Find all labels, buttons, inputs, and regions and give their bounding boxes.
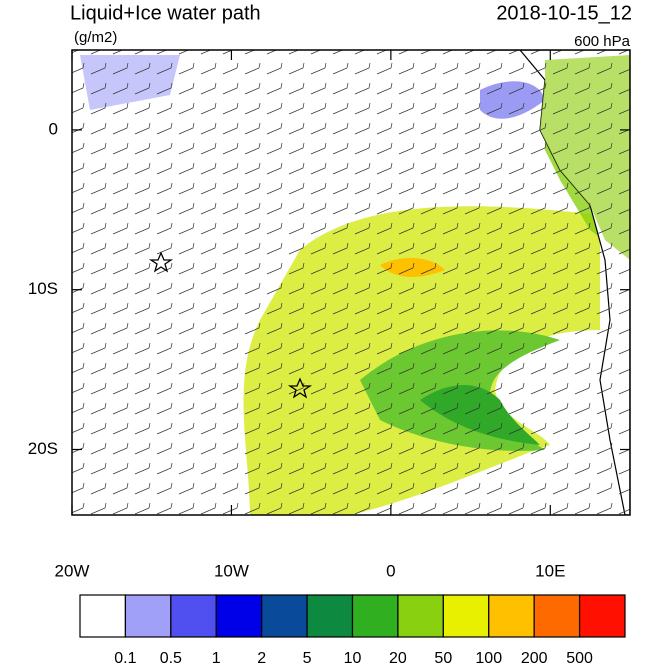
- colorbar-box: [488, 594, 535, 638]
- axes: 20W 10W 0 10E 0 10S 20S: [28, 50, 630, 580]
- colorbar-label: 0.1: [114, 650, 136, 667]
- level: 600 hPa: [574, 33, 631, 50]
- y-tick-label: 10S: [28, 279, 58, 298]
- colorbar-label: 100: [475, 650, 502, 667]
- colorbar-box: [79, 594, 127, 638]
- colorbar-label: 5: [303, 650, 312, 667]
- colorbar: 0.1 0.5 1 2 5 10 20 50 100 200 500: [79, 594, 626, 667]
- colorbar-box: [351, 594, 399, 638]
- colorbar-box: [533, 594, 581, 638]
- colorbar-box: [397, 594, 444, 638]
- colorbar-label: 200: [521, 650, 548, 667]
- y-tick-label: 0: [49, 119, 58, 138]
- colorbar-box: [442, 594, 490, 638]
- plot-frame: [71, 49, 631, 516]
- units: (g/m2): [74, 29, 117, 46]
- colorbar-label: 1: [212, 650, 221, 667]
- colorbar-label: 10: [344, 650, 362, 667]
- colorbar-box: [215, 594, 263, 638]
- colorbar-box: [306, 594, 354, 638]
- x-tick-label: 10W: [214, 561, 249, 580]
- time: 2018-10-15_12: [496, 2, 632, 24]
- x-tick-label: 0: [386, 561, 395, 580]
- colorbar-label: 50: [434, 650, 452, 667]
- colorbar-label: 2: [257, 650, 266, 667]
- colorbar-box: [124, 594, 172, 638]
- colorbar-label: 500: [566, 650, 593, 667]
- colorbar-box: [261, 594, 308, 638]
- map-field: [72, 50, 630, 515]
- colorbar-box: [170, 594, 217, 638]
- colorbar-label: 0.5: [160, 650, 182, 667]
- x-tick-label: 20W: [55, 561, 90, 580]
- x-tick-label: 10E: [535, 561, 565, 580]
- y-tick-label: 20S: [28, 439, 58, 458]
- colorbar-label: 20: [389, 650, 407, 667]
- title: Liquid+Ice water path: [70, 2, 261, 24]
- colorbar-box: [578, 594, 626, 638]
